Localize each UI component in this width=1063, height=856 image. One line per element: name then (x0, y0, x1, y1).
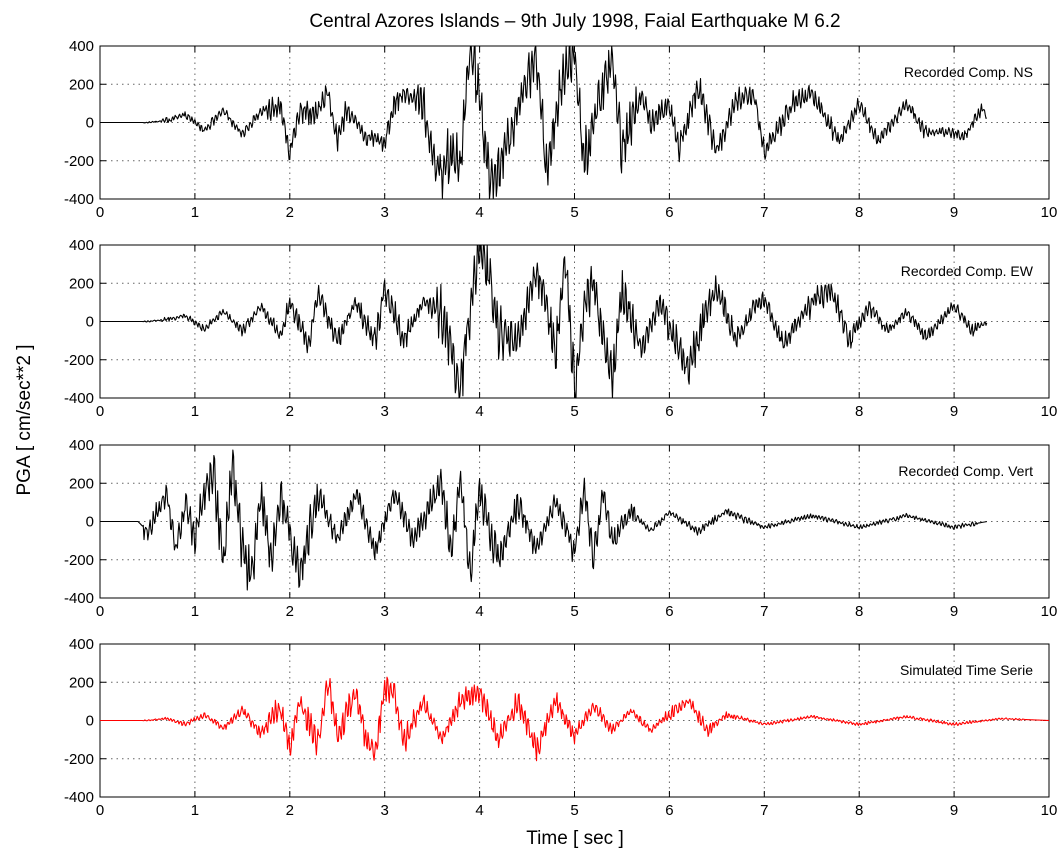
y-tick-label: -400 (64, 789, 94, 806)
panel-1: 0 1 2 3 4 5 6 7 8 9 10 400 200 0 -200 -400 Recorded Comp… (64, 38, 1057, 221)
x-tick-label: 2 (286, 403, 294, 420)
y-tick-label: -200 (64, 751, 94, 768)
x-tick-label: 2 (286, 802, 294, 819)
y-tick-label: 400 (69, 636, 94, 653)
y-tick-label: 400 (69, 437, 94, 454)
y-tick-label: 0 (86, 115, 94, 132)
x-tick-label: 10 (1041, 403, 1058, 420)
y-tick-label: 400 (69, 38, 94, 55)
x-tick-label: 8 (855, 204, 863, 221)
x-tick-label: 7 (760, 204, 768, 221)
x-tick-label: 2 (286, 204, 294, 221)
y-tick-label: 0 (86, 713, 94, 730)
x-tick-label: 10 (1041, 603, 1058, 620)
x-tick-label: 8 (855, 603, 863, 620)
series-line (100, 676, 1050, 762)
x-tick-label: 4 (475, 802, 483, 819)
x-tick-label: 0 (96, 403, 104, 420)
x-tick-label: 10 (1041, 802, 1058, 819)
x-tick-label: 5 (570, 802, 578, 819)
x-tick-label: 0 (96, 802, 104, 819)
x-tick-label: 9 (950, 403, 958, 420)
x-tick-label: 6 (665, 403, 673, 420)
x-tick-label: 1 (191, 603, 199, 620)
x-tick-label: 1 (191, 403, 199, 420)
x-tick-label: 8 (855, 403, 863, 420)
x-tick-label: 5 (570, 204, 578, 221)
y-tick-label: -200 (64, 352, 94, 369)
x-tick-label: 1 (191, 204, 199, 221)
x-tick-label: 2 (286, 603, 294, 620)
x-tick-label: 10 (1041, 204, 1058, 221)
x-tick-label: 9 (950, 603, 958, 620)
y-tick-label: -400 (64, 191, 94, 208)
y-tick-label: 200 (69, 475, 94, 492)
y-tick-label: -400 (64, 390, 94, 407)
y-tick-label: 200 (69, 275, 94, 292)
x-tick-label: 4 (475, 204, 483, 221)
x-axis-title: Time [ sec ] (526, 828, 623, 849)
series-label: Recorded Comp. Vert (898, 463, 1033, 479)
panel-2: 0 1 2 3 4 5 6 7 8 9 10 400 200 0 -200 -400 Recorded Comp… (64, 237, 1057, 420)
x-tick-label: 3 (381, 204, 389, 221)
x-tick-label: 9 (950, 802, 958, 819)
x-tick-label: 8 (855, 802, 863, 819)
x-tick-label: 3 (381, 802, 389, 819)
y-tick-label: -200 (64, 153, 94, 170)
series-label: Simulated Time Serie (900, 662, 1033, 678)
x-tick-label: 6 (665, 603, 673, 620)
chart-title: Central Azores Islands – 9th July 1998, … (309, 11, 840, 32)
x-tick-label: 5 (570, 403, 578, 420)
series-label: Recorded Comp. NS (904, 64, 1033, 80)
panel-3: 0 1 2 3 4 5 6 7 8 9 10 400 200 0 -200 -400 Recorded Comp… (64, 437, 1057, 620)
x-tick-label: 1 (191, 802, 199, 819)
x-tick-label: 5 (570, 603, 578, 620)
y-axis-title: PGA [ cm/sec**2 ] (14, 345, 35, 496)
x-tick-label: 0 (96, 603, 104, 620)
series-line (100, 244, 988, 399)
series-label: Recorded Comp. EW (901, 263, 1034, 279)
x-tick-label: 4 (475, 603, 483, 620)
x-tick-label: 6 (665, 204, 673, 221)
y-tick-label: 0 (86, 314, 94, 331)
x-tick-label: 7 (760, 802, 768, 819)
series-line (100, 449, 987, 591)
y-tick-label: -400 (64, 590, 94, 607)
x-tick-label: 6 (665, 802, 673, 819)
x-tick-label: 7 (760, 603, 768, 620)
y-tick-label: 0 (86, 514, 94, 531)
y-tick-label: 400 (69, 237, 94, 254)
x-tick-label: 7 (760, 403, 768, 420)
x-tick-label: 0 (96, 204, 104, 221)
x-tick-label: 3 (381, 403, 389, 420)
y-tick-label: 200 (69, 76, 94, 93)
y-tick-label: -200 (64, 552, 94, 569)
x-tick-label: 9 (950, 204, 958, 221)
x-tick-label: 4 (475, 403, 483, 420)
x-tick-label: 3 (381, 603, 389, 620)
y-tick-label: 200 (69, 674, 94, 691)
panel-4: 0 1 2 3 4 5 6 7 8 9 10 400 200 0 -200 -400 Simulated Tim… (64, 636, 1057, 819)
series-line (100, 45, 988, 200)
